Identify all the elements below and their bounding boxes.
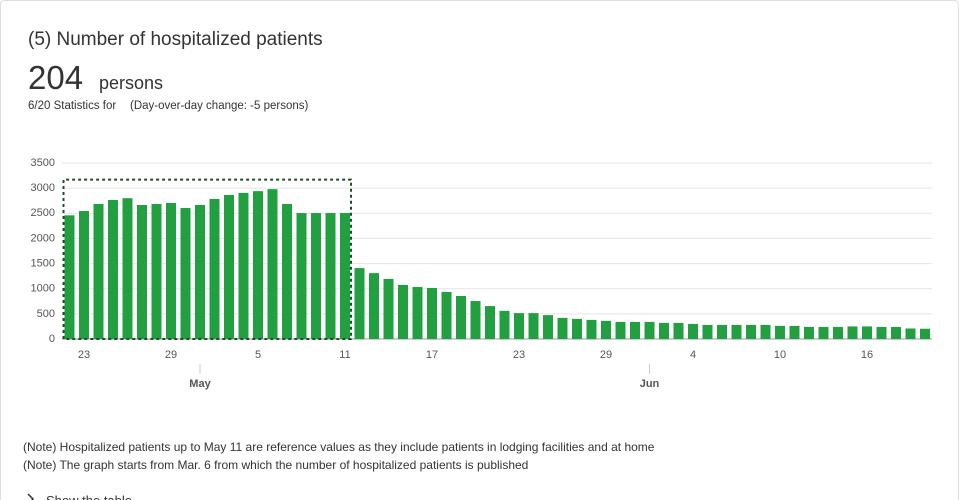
bar — [267, 189, 278, 339]
bar — [224, 194, 234, 339]
x-tick-label: 23 — [513, 349, 525, 361]
bar — [79, 211, 89, 339]
bar — [833, 326, 843, 339]
note: (Note) The graph starts from Mar. 6 from… — [23, 458, 528, 472]
bar — [456, 296, 466, 339]
bar — [412, 286, 423, 339]
bar — [601, 320, 611, 339]
bar — [528, 313, 539, 339]
bar — [253, 191, 263, 339]
bar — [920, 328, 930, 339]
bar — [572, 318, 582, 339]
bar — [847, 326, 858, 339]
show-table[interactable]: Show the table — [46, 493, 132, 500]
bar — [122, 198, 133, 339]
bar — [209, 198, 220, 339]
date: 6/20 Statistics for — [28, 100, 116, 112]
bar — [746, 324, 756, 339]
bar — [586, 319, 597, 339]
y-tick-label: 2500 — [31, 207, 55, 219]
bar — [702, 324, 713, 339]
bar — [891, 326, 901, 339]
bar — [340, 213, 350, 339]
bar — [775, 325, 785, 339]
y-tick-label: 1000 — [31, 283, 55, 295]
x-tick-label: 4 — [690, 349, 696, 361]
y-tick-label: 3500 — [31, 157, 55, 169]
bar — [195, 204, 205, 339]
bar — [296, 213, 307, 339]
month-label: Jun — [640, 378, 660, 390]
bar — [760, 324, 771, 339]
bar — [862, 326, 872, 339]
headline-value: 204 — [28, 59, 83, 96]
bar — [876, 326, 887, 339]
bar — [485, 306, 495, 339]
bar — [311, 213, 321, 339]
bar — [108, 199, 118, 339]
bar — [789, 325, 800, 339]
y-tick-label: 2000 — [31, 232, 55, 244]
x-tick-label: 16 — [861, 349, 873, 361]
headline-unit: persons — [99, 73, 163, 93]
bar — [717, 324, 727, 339]
bar — [557, 317, 568, 339]
bar — [905, 328, 916, 339]
x-tick-label: 29 — [600, 349, 612, 361]
bar — [673, 322, 684, 339]
bar — [427, 287, 437, 339]
reference-region — [62, 178, 352, 340]
note: (Note) Hospitalized patients up to May 1… — [23, 440, 655, 454]
bar — [383, 278, 394, 339]
bar — [180, 208, 191, 339]
x-tick-label: 29 — [165, 349, 177, 361]
bar — [93, 203, 104, 339]
bar — [659, 322, 669, 339]
bar — [64, 215, 75, 339]
y-tick-label: 500 — [37, 308, 55, 320]
x-tick-label: 10 — [774, 349, 786, 361]
bar — [238, 192, 249, 339]
title: (5) Number of hospitalized patients — [28, 29, 323, 50]
y-tick-label: 1500 — [31, 257, 55, 269]
y-tick-label: 3000 — [31, 182, 55, 194]
change: (Day-over-day change: -5 persons) — [130, 100, 308, 112]
bar — [398, 284, 408, 339]
bar — [325, 213, 336, 339]
bar — [470, 301, 481, 339]
bar — [804, 326, 814, 339]
bar — [441, 291, 452, 339]
bar — [688, 323, 698, 339]
month-label: May — [189, 378, 211, 390]
bar — [630, 321, 640, 339]
x-tick-label: 17 — [426, 349, 438, 361]
bar — [818, 326, 829, 339]
chevron[interactable] — [27, 493, 35, 500]
bar — [151, 203, 162, 339]
x-tick-label: 23 — [78, 349, 90, 361]
bar — [166, 202, 176, 339]
bar — [731, 324, 742, 339]
bar — [369, 273, 379, 339]
bar — [137, 204, 147, 339]
y-tick-label: 0 — [49, 333, 55, 345]
bar — [644, 321, 655, 339]
bar — [499, 310, 510, 339]
bar — [282, 203, 292, 339]
bar — [354, 268, 365, 339]
bar — [514, 313, 524, 339]
bar — [615, 321, 626, 339]
x-tick-label: 11 — [339, 349, 350, 361]
bar — [543, 315, 553, 339]
x-tick-label: 5 — [255, 349, 261, 361]
